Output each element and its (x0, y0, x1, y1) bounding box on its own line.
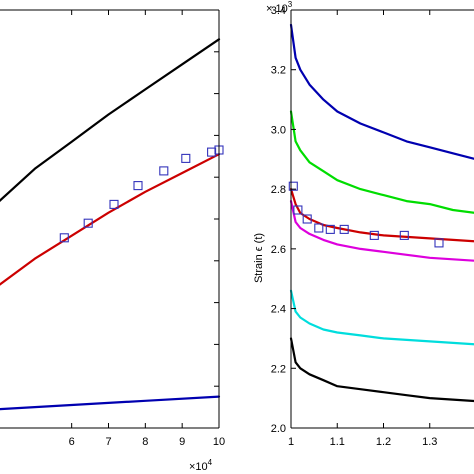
x-tick-label: 1.3 (422, 436, 437, 448)
x-tick-label: 7 (105, 436, 111, 448)
series-line-3 (0, 395, 221, 411)
square-marker (159, 166, 169, 176)
square-marker (133, 181, 143, 191)
series-line-5 (289, 289, 474, 346)
y-tick-label: 2.6 (271, 244, 286, 256)
left-axes: 6 7 8 9 10 (0, 9, 225, 448)
square-marker (369, 230, 379, 240)
right-series-lines (289, 23, 474, 403)
square-marker (325, 224, 335, 234)
y-tick-label: 3.2 (271, 65, 286, 77)
square-marker (83, 218, 93, 228)
y-tick-label: 3.0 (271, 124, 286, 136)
x-tick-label: 8 (142, 436, 148, 448)
square-marker (302, 214, 312, 224)
right-y-multiplier: × 103 (266, 0, 293, 15)
y-tick-label: 2.4 (271, 304, 286, 316)
series-line-4 (289, 200, 474, 262)
series-line-1 (289, 23, 474, 160)
x-tick-label: 1.2 (376, 436, 391, 448)
series-line-3 (289, 188, 474, 243)
left-x-multiplier: ×104 (189, 458, 213, 473)
y-tick-label: 3.4 (271, 5, 286, 17)
square-marker (434, 238, 444, 248)
square-marker (207, 147, 217, 157)
left-panel: 6 7 8 9 10 ×104 (0, 9, 225, 473)
x-tick-label: 6 (69, 436, 75, 448)
y-tick-label: 2.8 (271, 184, 286, 196)
left-series-lines (0, 38, 221, 411)
series-line-1 (0, 38, 221, 202)
right-y-axis-label: Strain ϵ (t) (253, 233, 265, 283)
x-tick-label: 1.1 (330, 436, 345, 448)
square-marker (293, 205, 303, 215)
square-marker (288, 181, 298, 191)
right-markers (288, 181, 444, 248)
y-tick-label: 2.0 (271, 423, 286, 435)
y-tick-label: 2.2 (271, 363, 286, 375)
square-marker (314, 223, 324, 233)
right-panel: 2.0 2.2 2.4 2.6 2.8 3.0 3.2 3.4 1 1.1 1.2 1.3 × 103… (253, 0, 474, 448)
square-marker (181, 153, 191, 163)
x-tick-label: 10 (213, 436, 225, 448)
series-line-2 (289, 110, 474, 214)
square-marker (109, 199, 119, 209)
x-tick-label: 1 (288, 436, 294, 448)
square-marker (339, 224, 349, 234)
right-axes: 2.0 2.2 2.4 2.6 2.8 3.0 3.2 3.4 1 1.1 1.2 1.3 (271, 5, 474, 448)
series-line-6 (289, 337, 474, 403)
series-line-2 (0, 153, 221, 286)
square-marker (59, 233, 69, 243)
square-marker (399, 230, 409, 240)
x-tick-label: 9 (179, 436, 185, 448)
